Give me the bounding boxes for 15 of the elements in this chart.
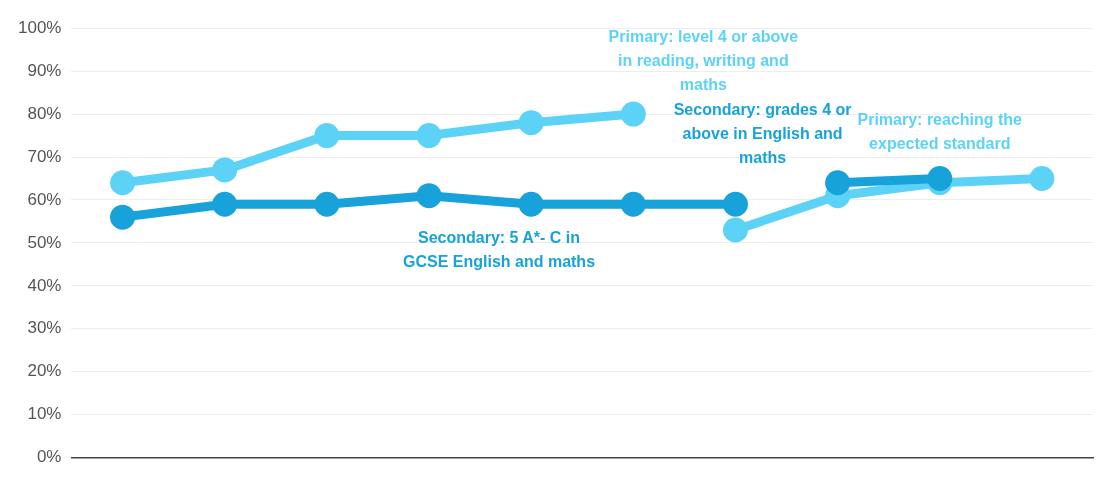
series-label: Secondary: grades 4 or above in English and maths xyxy=(673,101,852,167)
y-tick-label: 30% xyxy=(27,318,62,338)
y-tick-label: 10% xyxy=(27,404,62,424)
series-label: Primary: level 4 or above in reading, writing and maths xyxy=(608,28,799,94)
y-tick-label: 50% xyxy=(27,232,62,252)
y-tick-label: 20% xyxy=(27,361,62,381)
y-tick-label: 90% xyxy=(27,60,62,80)
series-label: Secondary: 5 A*- C in GCSE English and maths xyxy=(403,229,596,271)
y-tick-label: 0% xyxy=(36,447,62,467)
series-label: Primary: reaching the expected standard xyxy=(857,111,1023,153)
y-tick-label: 60% xyxy=(27,189,62,209)
y-tick-label: 40% xyxy=(27,275,62,295)
y-tick-label: 100% xyxy=(18,17,62,37)
y-tick-label: 80% xyxy=(27,103,62,123)
y-tick-label: 70% xyxy=(27,146,62,166)
